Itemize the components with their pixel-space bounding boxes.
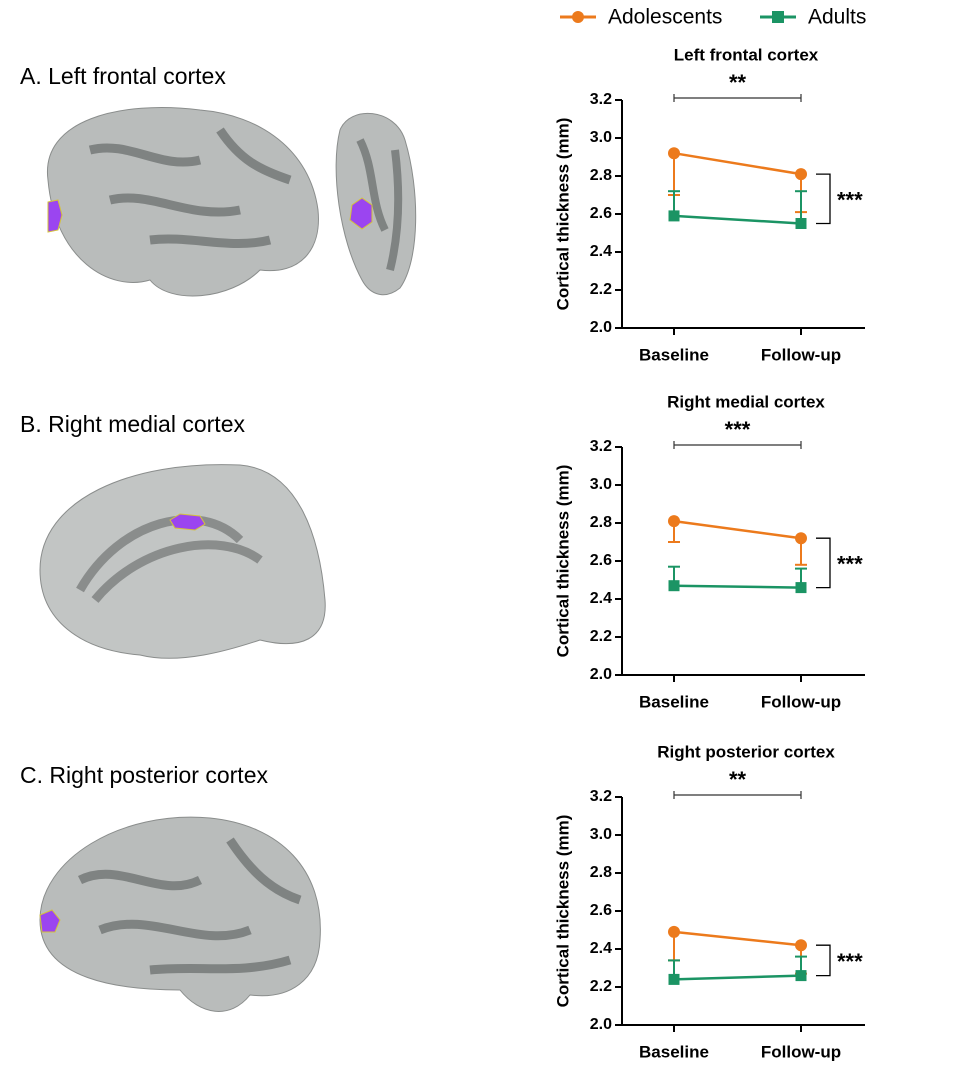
x-tick-label: Follow-up: [761, 345, 841, 364]
sig-bracket: [816, 944, 831, 977]
point: [795, 939, 807, 952]
y-tick-label: 3.0: [590, 476, 612, 493]
y-tick-label: 3.2: [590, 788, 612, 805]
y-tick-label: 2.4: [590, 243, 612, 260]
x-tick-label: Follow-up: [761, 1042, 841, 1061]
legend-label: Adolescents: [608, 6, 722, 29]
sig-label: ***: [725, 417, 751, 442]
panel-label: C. Right posterior cortex: [20, 762, 268, 788]
y-tick-label: 2.8: [590, 864, 612, 881]
point: [795, 218, 807, 229]
point: [668, 580, 680, 592]
series-line: [673, 519, 802, 540]
y-tick-label: 2.2: [590, 281, 612, 298]
point: [795, 168, 807, 181]
chart-title: Left frontal cortex: [674, 45, 819, 64]
sig-label: ***: [837, 188, 863, 213]
y-tick-label: 2.0: [590, 319, 612, 336]
series-line: [673, 151, 802, 176]
y-tick-label: 2.2: [590, 628, 612, 645]
brain-image: [39, 464, 326, 659]
point: [668, 210, 680, 222]
brain-image: [39, 816, 321, 1012]
chart-title: Right medial cortex: [667, 392, 825, 411]
y-tick-label: 2.4: [590, 940, 612, 957]
sig-label: ***: [837, 552, 863, 577]
y-tick-label: 2.8: [590, 514, 612, 531]
y-tick-label: 2.4: [590, 590, 612, 607]
point: [795, 582, 807, 594]
sig-bracket: [816, 537, 831, 589]
y-tick-label: 2.0: [590, 666, 612, 683]
y-tick-label: 3.0: [590, 129, 612, 146]
chart-title: Right posterior cortex: [657, 742, 835, 761]
y-tick-label: 3.0: [590, 826, 612, 843]
series-line: [673, 974, 802, 981]
y-tick-label: 2.6: [590, 205, 612, 222]
point: [795, 532, 807, 545]
panel-label: B. Right medial cortex: [20, 411, 245, 437]
y-tick-label: 3.2: [590, 91, 612, 108]
point: [668, 925, 680, 938]
y-tick-label: 2.2: [590, 978, 612, 995]
series-line: [673, 214, 802, 225]
point: [668, 515, 680, 528]
sig-bracket: [816, 173, 831, 225]
y-tick-label: 3.2: [590, 438, 612, 455]
sig-label: **: [729, 70, 747, 95]
y-axis-label: Cortical thickness (mm): [553, 815, 572, 1008]
legend-swatch: [572, 11, 584, 23]
brain-image: [47, 107, 319, 297]
x-tick-label: Baseline: [639, 1042, 709, 1061]
brain-image: [335, 112, 417, 296]
panel-label: A. Left frontal cortex: [20, 63, 226, 89]
legend-label: Adults: [808, 6, 866, 29]
y-tick-label: 2.0: [590, 1016, 612, 1033]
y-axis-label: Cortical thickness (mm): [553, 118, 572, 311]
series-line: [673, 930, 802, 947]
y-tick-label: 2.6: [590, 902, 612, 919]
x-tick-label: Baseline: [639, 692, 709, 711]
legend-swatch: [772, 11, 784, 23]
sig-label: ***: [837, 949, 863, 974]
y-axis-label: Cortical thickness (mm): [553, 465, 572, 658]
y-tick-label: 2.8: [590, 167, 612, 184]
y-tick-label: 2.6: [590, 552, 612, 569]
sig-label: **: [729, 767, 747, 792]
point: [668, 147, 680, 160]
series-line: [673, 584, 802, 589]
point: [668, 973, 680, 985]
x-tick-label: Baseline: [639, 345, 709, 364]
x-tick-label: Follow-up: [761, 692, 841, 711]
point: [795, 970, 807, 982]
